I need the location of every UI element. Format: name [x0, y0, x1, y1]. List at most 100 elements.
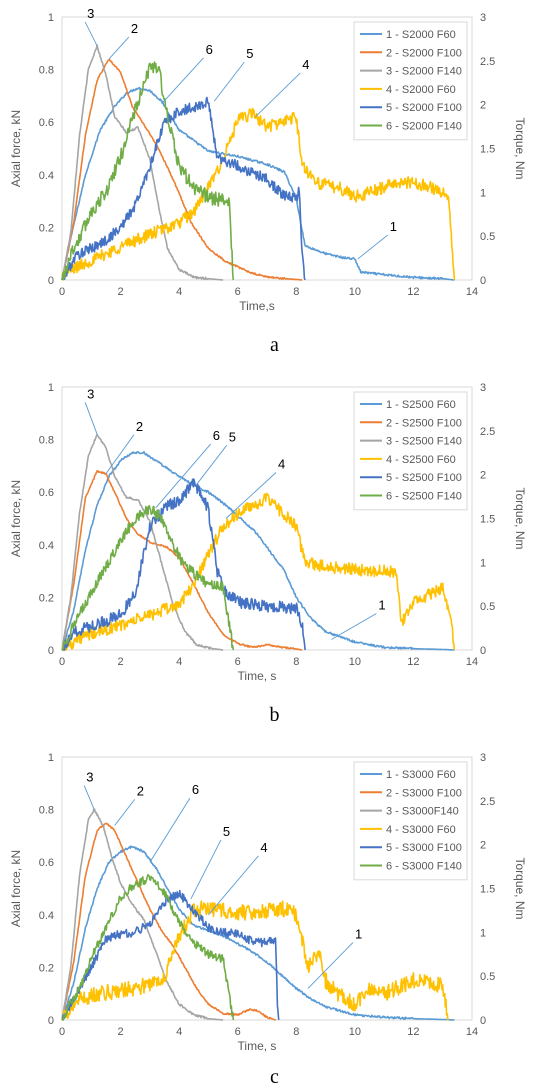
panel-label-b: b: [269, 704, 280, 726]
chart-c-svg: 0 2 4 6 8 10 12 1400.20.40.60.8100.511.522.53Ti…: [9, 752, 527, 1053]
callout-label-3: 3: [86, 770, 93, 785]
y-tick-label: 0.6: [39, 857, 54, 869]
chart-panel-b: 0 2 4 6 8 10 12 14 0 0.2 0.4 0.6 0.8 1 0 0.5 1 1.5 2 2.5 3 Ti…: [0, 370, 549, 705]
callout-label-4: 4: [260, 840, 267, 855]
callout-label-3: 3: [87, 6, 94, 21]
x-tick-label: 6: [235, 1026, 241, 1038]
callout-leader-6: [161, 57, 204, 105]
x-tick-label: 10: [349, 656, 361, 668]
chart-a-svg: 0 2 4 6 8 10 12 1400.20.40.60.8100.511.522.53Ti…: [9, 6, 527, 313]
y2-tick-label: 0: [480, 1015, 486, 1027]
callout-leader-2: [114, 799, 136, 826]
series-line-4: [61, 492, 456, 651]
legend-box: [353, 391, 468, 511]
y2-tick-label: 2.5: [480, 426, 495, 438]
y2-tick-label: 3: [480, 752, 486, 764]
y-tick-label: 0.2: [39, 962, 54, 974]
x-tick-label: 12: [407, 1026, 419, 1038]
callout-leader-5: [196, 445, 228, 485]
panel-label-c: c: [270, 1066, 279, 1088]
x-tick-label: 6: [235, 656, 241, 668]
y-tick-label: 0.4: [39, 170, 54, 182]
callout-leader-5: [190, 839, 222, 900]
x-tick-label: 4: [176, 1026, 182, 1038]
y2-tick-label: 0: [480, 275, 486, 287]
callout-leader-3: [84, 402, 98, 435]
series-line-3: [61, 44, 224, 281]
x-tick-label: 2: [118, 656, 124, 668]
callout-label-5: 5: [229, 429, 236, 444]
x-tick-label: 0: [59, 656, 65, 668]
x-tick-label: 2: [118, 1026, 124, 1038]
y2-tick-label: 1.5: [480, 884, 495, 896]
y2-tick-label: 0.5: [480, 971, 495, 983]
x-tick-label: 10: [349, 1026, 361, 1038]
callout-leader-3: [84, 21, 98, 47]
chart-panel-c: 0 2 4 6 8 10 12 14 0 0.2 0.4 0.6 0.8 1 0 0.5 1 1.5 2 2.5 3 Ti…: [0, 740, 549, 1075]
y-axis-label: Axial force, kN: [9, 850, 23, 927]
series-line-2: [61, 822, 277, 1021]
y-tick-label: 0.2: [39, 592, 54, 604]
x-tick-label: 0: [59, 1026, 65, 1038]
callout-leader-6: [149, 797, 191, 863]
legend-entry-5: 5 - S2500 F100: [386, 472, 462, 484]
legend-entry-1: 1 - S2500 F60: [386, 399, 456, 411]
y-tick-label: 0.2: [39, 222, 54, 234]
callout-leader-3: [83, 785, 95, 810]
y2-tick-label: 2: [480, 840, 486, 852]
callout-label-6: 6: [192, 782, 199, 797]
y2-tick-label: 0.5: [480, 231, 495, 243]
chart-panel-a: 0 2 4 6 8 10 12 14 0 0.2 0.4 0.6 0.8 1 0 0.5 1 1.5 2 2.5 3 Ti…: [0, 0, 549, 335]
callout-label-5: 5: [246, 46, 253, 61]
y2-tick-label: 0.5: [480, 601, 495, 613]
legend-entry-2: 2 - S2000 F100: [386, 47, 462, 59]
callout-label-3: 3: [87, 386, 94, 401]
callout-label-6: 6: [206, 42, 213, 57]
y-tick-label: 0.6: [39, 487, 54, 499]
callout-label-1: 1: [390, 219, 397, 234]
y-tick-label: 1: [48, 752, 54, 764]
y2-axis-label: Torque, Nm: [513, 487, 527, 549]
x-tick-label: 8: [293, 1026, 299, 1038]
series-line-4: [61, 900, 449, 1021]
y-tick-label: 0: [48, 645, 54, 657]
x-tick-label: 0: [59, 286, 65, 298]
panel-label-a: a: [270, 334, 279, 356]
y2-axis-label: Torque, Nm: [513, 117, 527, 179]
callout-label-6: 6: [213, 428, 220, 443]
series-line-5: [61, 96, 306, 281]
series-line-5: [61, 889, 280, 1021]
legend-entry-3: 3 - S3000F140: [386, 806, 459, 818]
x-tick-label: 2: [118, 286, 124, 298]
legend-entry-2: 2 - S3000 F100: [386, 787, 462, 799]
y-tick-label: 1: [48, 12, 54, 24]
legend-entry-4: 4 - S3000 F60: [386, 824, 456, 836]
legend-entry-5: 5 - S2000 F100: [386, 102, 462, 114]
callout-leader-4: [208, 855, 259, 916]
y2-tick-label: 1: [480, 557, 486, 569]
y2-tick-label: 2.5: [480, 56, 495, 68]
series-line-2: [61, 58, 303, 281]
series-line-6: [61, 873, 235, 1021]
y-tick-label: 0.4: [39, 540, 54, 552]
y-tick-label: 0.8: [39, 435, 54, 447]
callout-leader-4: [254, 72, 301, 118]
legend-box: [353, 21, 468, 141]
callout-label-1: 1: [378, 597, 385, 612]
y-axis-label: Axial force, kN: [9, 480, 23, 557]
x-axis-label: Time, s: [238, 1039, 277, 1053]
y2-tick-label: 3: [480, 382, 486, 394]
x-axis-label: Time,s: [239, 299, 275, 313]
plot-area-frame: [61, 16, 473, 281]
y2-tick-label: 2.5: [480, 796, 495, 808]
series-line-4: [61, 107, 456, 281]
legend-entry-1: 1 - S2000 F60: [386, 29, 456, 41]
callout-label-2: 2: [131, 21, 138, 36]
legend-entry-5: 5 - S3000 F100: [386, 842, 462, 854]
legend-entry-2: 2 - S2500 F100: [386, 417, 462, 429]
x-tick-label: 14: [466, 656, 478, 668]
legend-box: [353, 761, 468, 881]
legend-entry-1: 1 - S3000 F60: [386, 769, 456, 781]
series-line-1: [61, 845, 455, 1021]
series-line-3: [61, 808, 224, 1021]
